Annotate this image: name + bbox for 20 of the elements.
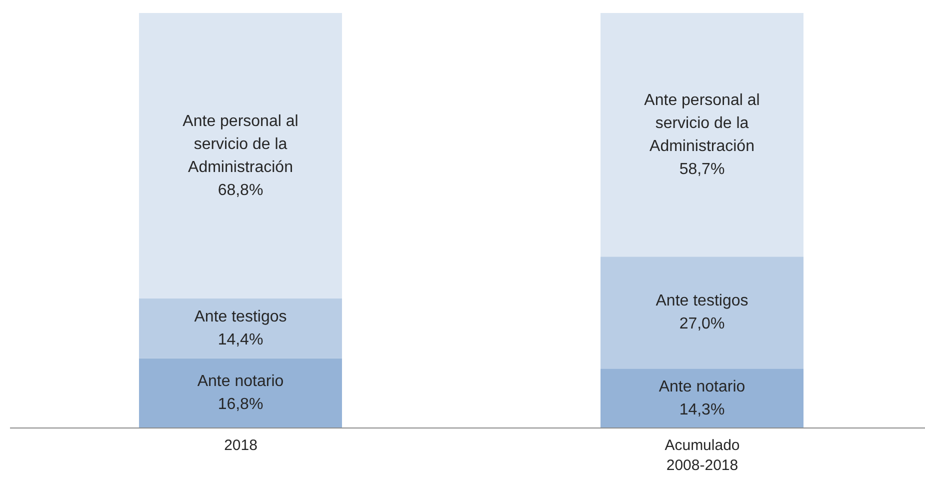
bar bbox=[600, 13, 804, 257]
series-label: Ante personal al servicio de la Administración bbox=[644, 92, 760, 155]
text: Ante personal al servicio de la Administración bbox=[182, 112, 298, 176]
bar bbox=[139, 13, 342, 299]
series-label: Ante notario bbox=[658, 378, 746, 396]
text: Ante notario bbox=[197, 373, 284, 390]
x-tick-label: 2018 bbox=[224, 437, 258, 454]
data-label: 68,8% bbox=[218, 182, 264, 199]
series-label: Ante testigos bbox=[194, 308, 287, 326]
text: Ante testigos bbox=[656, 292, 748, 310]
data-label: 27,0% bbox=[679, 316, 725, 333]
data-label: 14,3% bbox=[679, 401, 725, 418]
data-label: 14,4% bbox=[218, 331, 264, 348]
data-label: 16,8% bbox=[218, 396, 264, 414]
x-tick-label: Acumulado 2008-2018 bbox=[664, 437, 740, 474]
data-label: 58,7% bbox=[679, 160, 725, 178]
bar bbox=[600, 256, 804, 369]
bar bbox=[139, 298, 342, 358]
bar bbox=[139, 358, 342, 428]
bar bbox=[600, 368, 804, 428]
